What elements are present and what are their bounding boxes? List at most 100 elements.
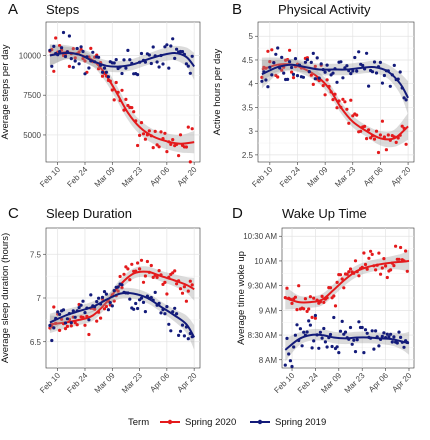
data-point [313, 64, 317, 68]
data-point [157, 65, 161, 69]
data-point [143, 274, 147, 278]
data-point [343, 330, 348, 334]
data-point [124, 97, 128, 101]
data-point [357, 320, 361, 324]
data-point [325, 78, 329, 82]
data-point [308, 323, 312, 327]
data-point [380, 334, 384, 338]
y-tick-label: 7.5 [30, 250, 42, 259]
data-point [83, 59, 87, 63]
data-point [385, 332, 389, 336]
trend-line [284, 259, 410, 304]
data-point [102, 307, 107, 311]
data-point [97, 55, 101, 59]
data-point [317, 346, 321, 350]
data-point [300, 344, 304, 348]
data-point [143, 310, 147, 314]
data-point [112, 299, 116, 303]
x-tick-label: Apr 06 [148, 165, 171, 188]
data-point [93, 307, 97, 311]
data-point [48, 48, 52, 52]
data-point [288, 359, 292, 363]
data-point [141, 132, 146, 136]
legend-dot-spring-2020 [167, 419, 173, 425]
data-point [155, 60, 159, 64]
data-point [309, 73, 313, 77]
data-point [320, 336, 324, 340]
data-point [122, 58, 126, 62]
data-point [163, 45, 167, 49]
data-point [190, 54, 194, 58]
data-point [282, 71, 286, 75]
data-point [120, 88, 124, 92]
y-tick-label: 4.5 [242, 56, 254, 65]
data-point [95, 300, 99, 304]
data-point [167, 66, 171, 70]
data-point [120, 286, 124, 290]
data-point [379, 272, 383, 276]
data-point [67, 64, 71, 68]
series-spring-2020 [283, 244, 410, 320]
data-point [313, 316, 317, 320]
data-point [77, 50, 81, 54]
data-point [180, 291, 185, 295]
data-points [260, 46, 408, 102]
data-point [374, 268, 378, 272]
x-tick-label: Feb 24 [278, 165, 302, 189]
data-point [81, 49, 85, 54]
data-point [260, 79, 264, 83]
data-point [112, 61, 116, 65]
data-point [384, 148, 388, 152]
confidence-band [49, 44, 195, 154]
panel-letter: D [232, 205, 243, 222]
data-point [382, 73, 386, 78]
data-point [313, 313, 317, 318]
y-tick-label: 6.5 [30, 338, 42, 347]
data-point [405, 269, 409, 273]
data-point [163, 312, 167, 316]
data-point [400, 124, 404, 128]
data-point [288, 60, 292, 64]
legend: Term Spring 2020 Spring 2019 [128, 417, 326, 428]
data-point [390, 340, 394, 344]
data-point [83, 323, 87, 327]
data-point [386, 133, 390, 137]
data-point [268, 65, 272, 69]
data-point [374, 329, 378, 333]
data-point [52, 305, 56, 309]
y-tick-label: 5000 [23, 131, 41, 140]
data-point [292, 345, 296, 349]
data-point [290, 364, 294, 369]
data-point [54, 36, 58, 40]
data-point [141, 300, 146, 304]
y-axis-label: Average time woke up [236, 251, 247, 345]
data-point [331, 71, 335, 75]
data-point [128, 278, 132, 282]
data-point [313, 77, 317, 81]
data-point [167, 322, 171, 326]
data-point [151, 275, 155, 279]
data-point [380, 119, 384, 123]
data-point [402, 96, 406, 100]
trend-line [284, 333, 410, 351]
y-tick-label: 3.5 [242, 103, 254, 112]
data-point [100, 70, 105, 74]
data-point [377, 344, 381, 348]
data-point [276, 46, 280, 50]
data-point [134, 301, 138, 306]
data-point [298, 327, 302, 331]
data-point [353, 350, 358, 354]
y-tick-label: 8 AM [259, 356, 278, 365]
data-point [345, 107, 349, 111]
trend-line [261, 63, 409, 99]
data-point [52, 69, 56, 73]
data-point [330, 344, 334, 349]
data-point [104, 70, 108, 74]
data-point [286, 77, 290, 81]
data-point [63, 321, 68, 325]
data-point [151, 146, 155, 150]
x-tick-label: Mar 23 [343, 371, 367, 395]
data-point [338, 329, 343, 333]
